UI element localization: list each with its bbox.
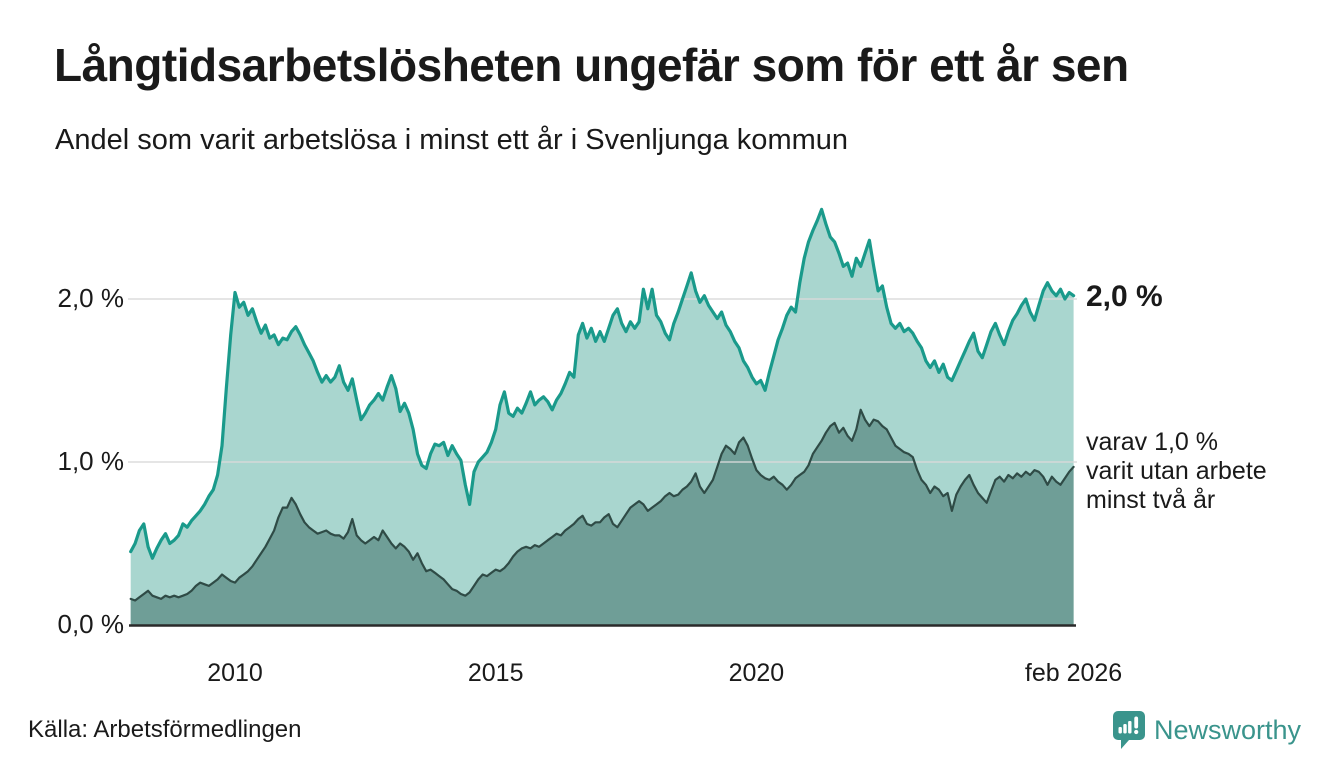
x-tick-2010: 2010 — [207, 659, 263, 687]
x-tick-feb-2026: feb 2026 — [1024, 659, 1123, 687]
newsworthy-logo-icon — [1112, 710, 1146, 750]
total-area-line — [129, 207, 1076, 560]
x-tick-2020: 2020 — [728, 659, 785, 687]
source-attribution: Källa: Arbetsförmedlingen — [28, 716, 302, 743]
two-year-area-fill — [130, 409, 1074, 625]
two-year-annotation-line1: varav 1,0 % — [1086, 428, 1219, 456]
y-tick-1: 1,0 % — [57, 446, 125, 476]
gridlines — [128, 298, 1077, 463]
newsworthy-logo-text: Newsworthy — [1154, 714, 1302, 745]
y-tick-2: 2,0 % — [57, 283, 125, 313]
two-year-annotation: varav 1,0 % varit utan arbete minst två … — [1086, 428, 1267, 515]
x-tick-2015: 2015 — [467, 659, 524, 687]
newsworthy-logo: Newsworthy — [1112, 710, 1301, 750]
page-title: Långtidsarbetslösheten ungefär som för e… — [54, 39, 1129, 91]
y-tick-0: 0,0 % — [57, 609, 125, 639]
two-year-annotation-line3: minst två år — [1086, 486, 1216, 514]
two-year-area-line — [129, 408, 1075, 602]
end-value-label: 2,0 % — [1086, 280, 1163, 313]
page-subtitle: Andel som varit arbetslösa i minst ett å… — [55, 124, 849, 156]
two-year-annotation-line2: varit utan arbete — [1086, 457, 1267, 485]
